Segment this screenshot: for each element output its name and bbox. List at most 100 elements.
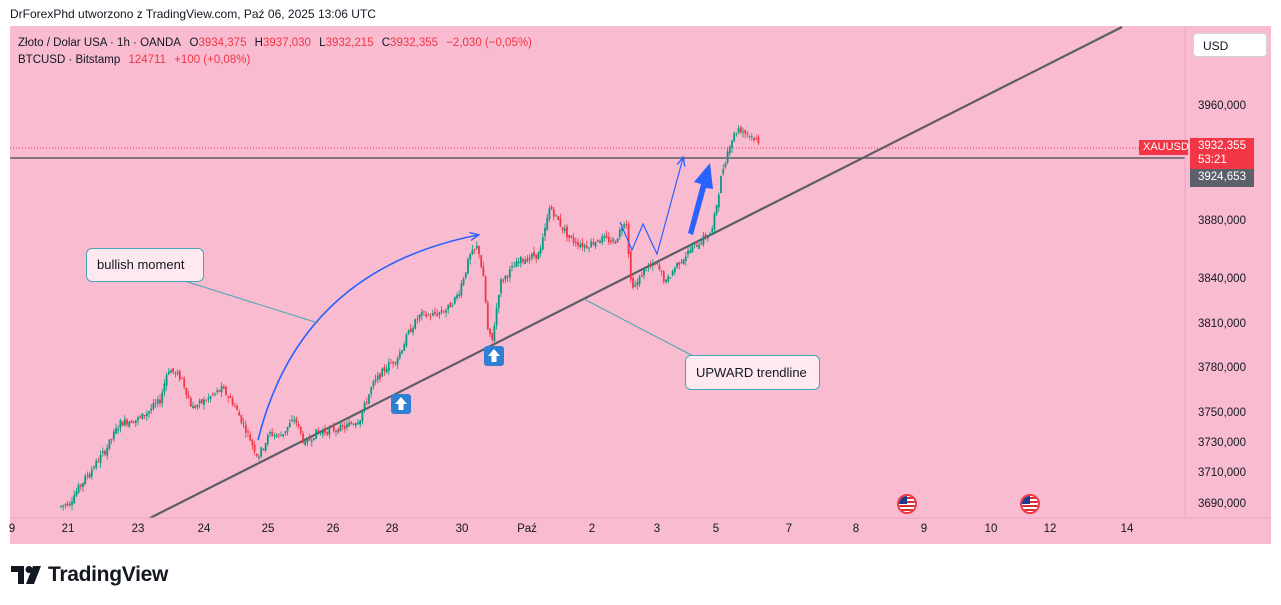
candle-body: [757, 136, 760, 144]
candle-body: [266, 435, 269, 444]
candle-body: [700, 243, 703, 245]
candle-body: [561, 227, 564, 230]
candle-body: [332, 426, 335, 432]
legend-close-value: 3932,355: [390, 37, 439, 49]
bar-countdown: 53:21: [1198, 154, 1227, 166]
us-flag-event-icon[interactable]: [897, 494, 917, 514]
bullish-moment-callout[interactable]: bullish moment: [86, 248, 204, 282]
candle-body: [731, 140, 733, 148]
candle-body: [544, 228, 546, 237]
candle-body: [222, 386, 225, 389]
buy-signal-marker[interactable]: [391, 394, 411, 414]
candle-body: [489, 328, 491, 335]
candle-body: [374, 379, 377, 382]
candle-body: [495, 308, 498, 325]
candle-body: [119, 420, 122, 429]
candle-body: [497, 294, 500, 309]
candle-body: [689, 250, 692, 253]
candle-body: [709, 233, 711, 236]
candle-body: [273, 435, 276, 436]
candle-body: [535, 254, 538, 259]
candle-body: [462, 278, 465, 285]
candle-body: [728, 146, 731, 154]
date-label: 23: [131, 523, 145, 535]
candle-body: [251, 439, 254, 446]
candle-body: [526, 258, 529, 262]
candle-body: [159, 399, 161, 404]
candle-body: [447, 304, 450, 310]
candle-body: [726, 151, 729, 163]
candle-body: [77, 484, 80, 493]
legend-close-label: C: [381, 37, 391, 49]
candle-body: [412, 328, 414, 333]
candle-body: [429, 316, 432, 318]
chart-area[interactable]: [10, 26, 1271, 544]
price-label: 3710,000: [1198, 467, 1246, 479]
candle-body: [458, 294, 461, 297]
candle-body: [253, 444, 256, 452]
candle-body: [645, 269, 648, 271]
candle-body: [592, 242, 595, 245]
candle-body: [174, 372, 177, 374]
candle-body: [722, 169, 725, 174]
candle-body: [680, 262, 683, 263]
candles-group: [60, 125, 760, 511]
candle-body: [176, 372, 179, 374]
date-label: 14: [1120, 523, 1134, 535]
candle-body: [126, 419, 128, 425]
candle-body: [407, 330, 410, 335]
candle-body: [143, 414, 146, 416]
candle-body: [623, 224, 626, 228]
candle-body: [148, 411, 150, 414]
candle-body: [130, 420, 133, 424]
level-price-tag: 3924,653: [1190, 169, 1254, 187]
candle-body: [194, 405, 197, 408]
candle-body: [425, 314, 428, 317]
currency-button[interactable]: USD: [1193, 33, 1267, 57]
candle-body: [108, 439, 111, 449]
candle-body: [249, 434, 252, 441]
candle-body: [528, 258, 531, 260]
candle-body: [137, 417, 139, 421]
legend-compare-symbol: BTCUSD · Bitstamp: [18, 54, 121, 66]
candle-body: [698, 244, 700, 249]
candle-body: [84, 475, 87, 485]
candle-body: [649, 265, 652, 267]
candle-body: [192, 405, 194, 409]
buy-signal-marker[interactable]: [484, 346, 504, 366]
date-label: 5: [712, 523, 720, 535]
us-flag-event-icon[interactable]: [1020, 494, 1040, 514]
tradingview-logo-icon: [11, 566, 41, 584]
legend-compare-change: +100 (+0,08%): [174, 54, 251, 66]
candle-body: [313, 438, 315, 440]
candle-body: [651, 263, 654, 267]
date-label: 8: [852, 523, 860, 535]
candle-body: [706, 236, 709, 239]
candle-body: [352, 424, 355, 425]
candle-body: [579, 244, 582, 248]
candle-body: [101, 451, 104, 454]
upward-trendline[interactable]: [149, 26, 1123, 518]
candle-body: [563, 228, 566, 231]
candle-body: [387, 362, 390, 371]
date-label: Paź: [517, 523, 537, 535]
candle-body: [480, 255, 483, 267]
candle-body: [359, 420, 362, 425]
candle-body: [636, 282, 639, 286]
candle-body: [605, 235, 608, 238]
candle-body: [625, 223, 628, 225]
tradingview-logo[interactable]: TradingView: [11, 563, 168, 587]
candle-body: [557, 216, 560, 221]
candle-body: [310, 440, 313, 442]
candle-body: [132, 422, 135, 424]
candle-body: [339, 424, 342, 431]
chart-legend[interactable]: Złoto / Dolar USA · 1h · OANDA O3934,375…: [18, 35, 532, 69]
candle-body: [548, 208, 551, 220]
candle-body: [478, 245, 480, 255]
symbol-tag: XAUUSD: [1139, 140, 1189, 155]
candle-body: [524, 260, 527, 264]
candle-body: [73, 495, 76, 504]
upward-trendline-callout[interactable]: UPWARD trendline: [685, 355, 820, 390]
candle-body: [269, 431, 271, 434]
